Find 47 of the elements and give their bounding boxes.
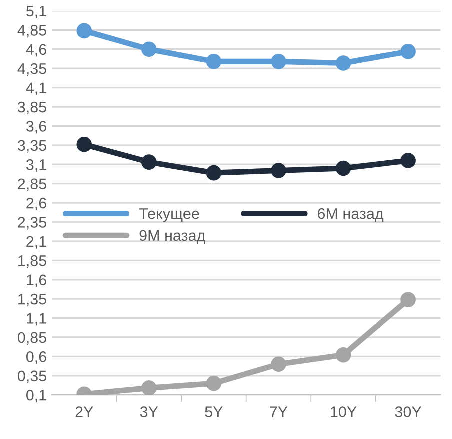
y-tick-label: 1,6 <box>27 274 46 288</box>
y-tick-label: 2,85 <box>18 178 46 192</box>
y-tick-label: 0,6 <box>26 352 46 364</box>
point <box>206 54 222 70</box>
legend-label: 6М назад <box>318 208 384 222</box>
x-tick-label: 5Y <box>205 406 223 418</box>
y-tick-label: 2,1 <box>26 236 46 249</box>
y-tick-label: 4,1 <box>26 82 46 96</box>
point <box>336 348 352 363</box>
point <box>142 380 157 396</box>
point <box>336 160 352 176</box>
point <box>400 44 416 60</box>
point <box>336 56 352 71</box>
point <box>271 356 286 372</box>
y-tick-label: 3,35 <box>18 140 46 153</box>
point <box>76 137 92 152</box>
point <box>271 163 286 178</box>
point <box>271 54 286 70</box>
y-tick-label: 5,1 <box>26 6 46 18</box>
point <box>400 292 416 308</box>
x-tick-label: 10Y <box>331 406 357 418</box>
legend-label: 9М назад <box>140 230 206 244</box>
y-tick-label: 1,1 <box>27 313 46 326</box>
y-tick-label: 4,35 <box>18 63 46 76</box>
x-tick-label: 3Y <box>140 406 158 418</box>
y-tick-label: 4,85 <box>18 25 46 38</box>
y-tick-label: 3,6 <box>26 121 46 134</box>
y-tick-label: 0,85 <box>18 332 46 345</box>
y-tick-label: 3,1 <box>26 159 46 172</box>
y-tick-label: 1,85 <box>18 256 46 268</box>
point <box>142 154 157 170</box>
y-tick-label: 4,6 <box>26 44 46 57</box>
y-tick-label: 2,6 <box>26 198 46 211</box>
point <box>206 165 222 181</box>
y-tick-label: 0,35 <box>18 370 46 384</box>
x-tick-label: 30Y <box>395 406 422 418</box>
point <box>400 153 416 168</box>
legend-label: Текущее <box>139 208 200 222</box>
y-tick-label: 2,35 <box>18 217 46 230</box>
point <box>76 23 92 39</box>
point <box>206 376 222 392</box>
y-tick-label: 3,85 <box>18 102 46 114</box>
y-tick-label: 1,35 <box>18 294 46 307</box>
x-tick-label: 2Y <box>76 406 94 418</box>
x-tick-label: 7Y <box>270 406 288 418</box>
y-tick-label: 0,1 <box>26 390 46 403</box>
point <box>142 42 157 58</box>
